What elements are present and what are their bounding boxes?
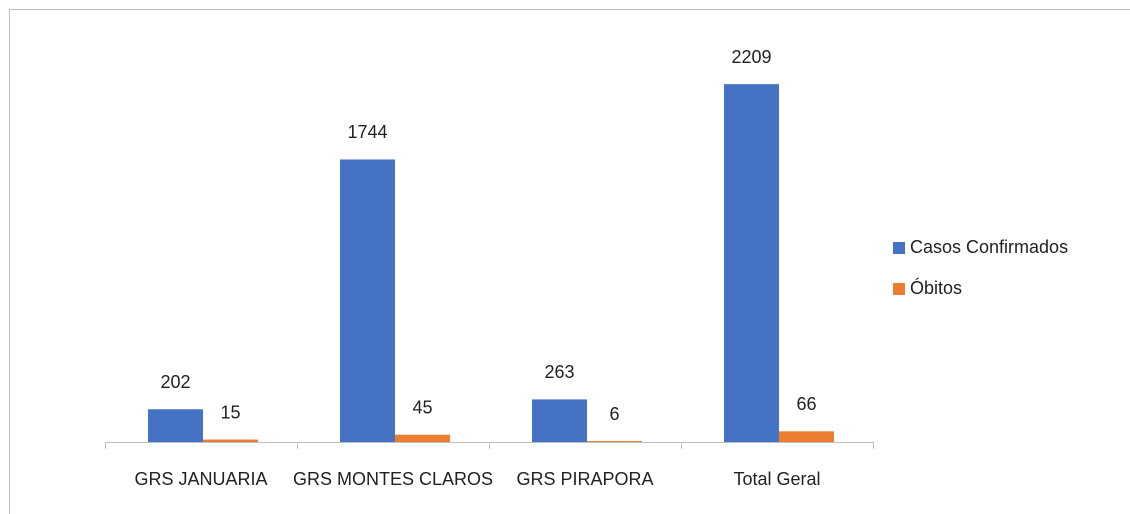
data-label: 202	[160, 372, 190, 392]
bar	[724, 84, 779, 442]
x-tick-label: Total Geral	[733, 469, 820, 489]
bar	[587, 441, 642, 442]
bar	[395, 434, 450, 442]
data-label: 2209	[731, 47, 771, 67]
legend-label: Casos Confirmados	[910, 237, 1068, 257]
bar	[532, 399, 587, 442]
data-label: 1744	[347, 122, 387, 142]
bar	[148, 409, 203, 442]
data-label: 6	[609, 404, 619, 424]
data-label: 15	[220, 402, 240, 422]
legend-label: Óbitos	[910, 277, 962, 298]
data-label: 45	[412, 397, 432, 417]
chart-frame	[9, 9, 1130, 514]
bar	[779, 431, 834, 442]
bar	[203, 439, 258, 442]
data-label: 263	[544, 362, 574, 382]
bar	[340, 159, 395, 443]
data-label: 66	[796, 394, 816, 414]
x-tick-label: GRS PIRAPORA	[516, 469, 653, 489]
legend-swatch	[893, 242, 905, 254]
x-tick-label: GRS MONTES CLAROS	[293, 469, 493, 489]
x-tick-label: GRS JANUARIA	[134, 469, 267, 489]
legend-swatch	[893, 283, 905, 295]
